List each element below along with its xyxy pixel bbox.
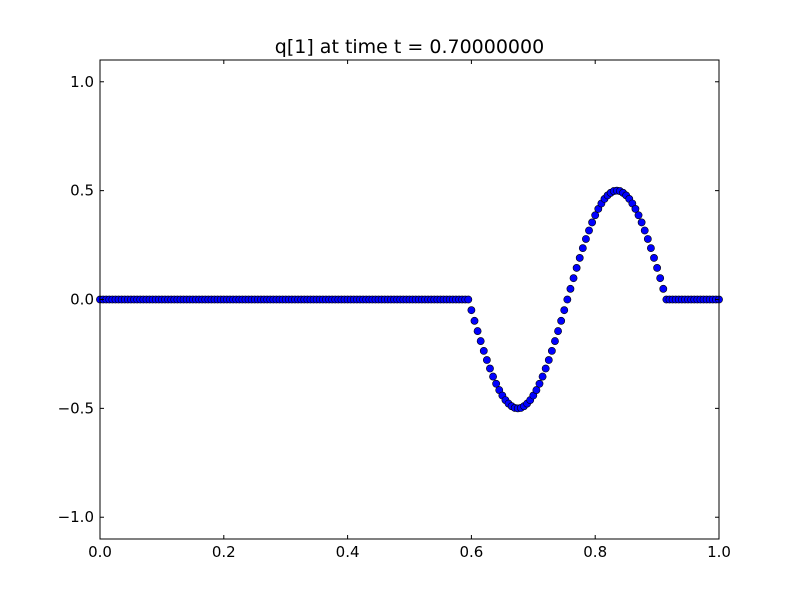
data-point	[659, 284, 668, 293]
data-point	[578, 244, 587, 253]
data-point	[476, 337, 485, 345]
x-tick-label: 0.0	[88, 543, 112, 561]
x-tick-label: 0.4	[336, 543, 360, 561]
data-point	[566, 284, 575, 293]
data-point	[464, 295, 473, 304]
x-tick-label: 0.8	[583, 543, 607, 561]
data-point	[482, 356, 491, 364]
y-tick-label: −1.0	[58, 508, 94, 526]
data-point	[591, 211, 600, 220]
data-point	[538, 372, 547, 381]
data-point	[557, 316, 566, 325]
data-point	[560, 306, 569, 315]
y-tick-label: −0.5	[58, 399, 94, 417]
x-tick-label: 0.2	[212, 543, 236, 561]
data-point	[541, 364, 550, 373]
data-point	[656, 274, 665, 283]
y-tick-label: 0.0	[70, 291, 94, 309]
data-point	[647, 244, 655, 253]
data-point	[575, 254, 584, 262]
data-point	[489, 372, 497, 381]
x-axis: 0.0 0.2 0.4 0.6 0.8 1.0	[88, 60, 731, 561]
data-point	[572, 264, 581, 272]
data-point	[569, 274, 578, 283]
data-point	[643, 235, 652, 243]
data-point	[585, 226, 593, 235]
data-point	[535, 379, 544, 388]
data-point	[640, 226, 649, 235]
data-point	[634, 211, 643, 220]
y-axis: −1.0 −0.5 0.0 0.5 1.0	[58, 73, 719, 526]
x-tick-label: 1.0	[707, 543, 731, 561]
data-point	[631, 205, 640, 213]
data-point	[479, 346, 488, 355]
data-point	[551, 337, 559, 345]
y-tick-label: 0.5	[70, 182, 94, 200]
data-points	[96, 186, 723, 413]
data-point	[467, 306, 476, 315]
y-tick-label: 1.0	[70, 73, 94, 91]
data-point	[637, 218, 646, 227]
data-point	[588, 218, 597, 227]
chart-title: q[1] at time t = 0.70000000	[275, 36, 544, 58]
data-point	[653, 264, 661, 272]
data-point	[544, 356, 553, 364]
data-point	[532, 386, 541, 394]
data-point	[470, 316, 479, 325]
data-point	[650, 254, 658, 262]
data-point	[563, 295, 572, 304]
data-point	[554, 327, 562, 335]
data-point	[473, 327, 482, 335]
data-point	[492, 379, 501, 388]
data-point	[582, 235, 590, 243]
data-point	[486, 364, 494, 373]
data-point	[547, 346, 556, 355]
x-tick-label: 0.6	[459, 543, 483, 561]
